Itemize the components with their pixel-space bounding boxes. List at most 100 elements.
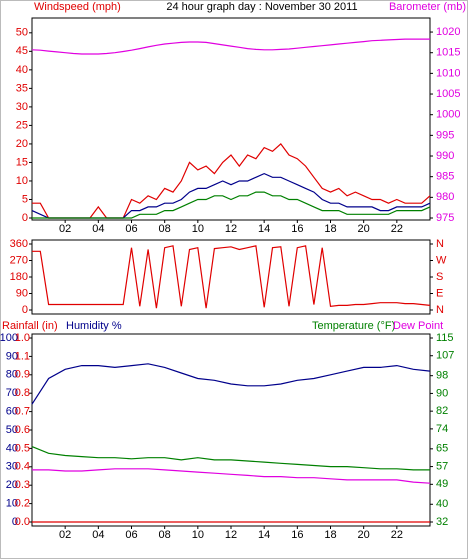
humidity-axis-title: Humidity % <box>66 320 122 332</box>
y2-tick-label: 1015 <box>436 47 460 59</box>
y-tick-label: 0 <box>12 516 18 528</box>
y2-tick-label: S <box>436 271 443 283</box>
y-tick-label: 360 <box>10 238 28 250</box>
y2-tick-label: N <box>436 304 444 316</box>
y2-tick-label: 995 <box>436 129 454 141</box>
baro-axis-title: Barometer (mb) <box>389 1 466 13</box>
x-tick-label: 02 <box>59 223 71 235</box>
y2-tick-label: 1005 <box>436 88 460 100</box>
y-tick-label: 45 <box>16 45 28 57</box>
y-tick-label: 10 <box>6 498 18 510</box>
series-line <box>32 143 431 219</box>
y-tick-label: 25 <box>16 119 28 131</box>
rain-tick-label: 0.9 <box>15 369 30 381</box>
y2-tick-label: 98 <box>436 370 448 382</box>
y2-tick-label: N <box>436 238 444 250</box>
y2-tick-label: 980 <box>436 191 454 203</box>
y2-tick-label: 74 <box>436 423 448 435</box>
y2-tick-label: 49 <box>436 478 448 490</box>
y-tick-label: 100 <box>0 332 18 344</box>
rain-tick-label: 0.6 <box>15 424 30 436</box>
y-tick-label: 50 <box>6 424 18 436</box>
y-tick-label: 40 <box>6 442 18 454</box>
rain-axis-title: Rainfall (in) <box>2 320 58 332</box>
x-tick-label: 20 <box>358 529 370 541</box>
y-tick-label: 35 <box>16 82 28 94</box>
y-tick-label: 90 <box>16 287 28 299</box>
x-tick-label: 10 <box>192 529 204 541</box>
y2-tick-label: 65 <box>436 443 448 455</box>
y-tick-label: 180 <box>10 271 28 283</box>
x-tick-label: 16 <box>291 529 303 541</box>
y-tick-label: 0 <box>22 212 28 224</box>
x-tick-label: 06 <box>125 223 137 235</box>
y-tick-label: 270 <box>10 254 28 266</box>
y2-tick-label: 107 <box>436 350 454 362</box>
x-tick-label: 14 <box>258 529 270 541</box>
rain-tick-label: 1.1 <box>15 350 30 362</box>
x-tick-label: 08 <box>159 223 171 235</box>
y-tick-label: 15 <box>16 156 28 168</box>
y-tick-label: 30 <box>6 461 18 473</box>
y2-tick-label: 1000 <box>436 109 460 121</box>
y-tick-label: 70 <box>6 387 18 399</box>
plot-area <box>31 239 431 315</box>
y2-tick-label: 40 <box>436 498 448 510</box>
x-tick-label: 14 <box>258 223 270 235</box>
y2-tick-label: W <box>436 254 447 266</box>
chart-title: 24 hour graph day : November 30 2011 <box>166 1 357 13</box>
x-tick-label: 18 <box>324 529 336 541</box>
plot-area <box>31 17 431 221</box>
rain-tick-label: 0.3 <box>15 479 30 491</box>
wind-axis-title: Windspeed (mph) <box>34 1 121 13</box>
y-tick-label: 10 <box>16 175 28 187</box>
rain-tick-label: 0.8 <box>15 387 30 399</box>
x-tick-label: 02 <box>59 529 71 541</box>
y-tick-label: 20 <box>16 138 28 150</box>
x-tick-label: 04 <box>92 223 104 235</box>
y-tick-label: 30 <box>16 101 28 113</box>
y-tick-label: 5 <box>22 193 28 205</box>
x-tick-label: 04 <box>92 529 104 541</box>
y2-tick-label: 57 <box>436 460 448 472</box>
rain-tick-label: 0.0 <box>15 516 30 528</box>
y-tick-label: 60 <box>6 406 18 418</box>
rain-tick-label: 0.5 <box>15 442 30 454</box>
series-line <box>31 363 431 405</box>
series-line <box>32 245 431 309</box>
y2-tick-label: 990 <box>436 150 454 162</box>
y2-tick-label: 82 <box>436 405 448 417</box>
y2-tick-label: E <box>436 287 443 299</box>
y2-tick-label: 32 <box>436 516 448 528</box>
x-tick-label: 12 <box>225 529 237 541</box>
series-line <box>31 446 430 471</box>
x-tick-label: 22 <box>391 223 403 235</box>
series-line <box>32 468 431 484</box>
series-line <box>31 38 430 55</box>
rain-tick-label: 0.7 <box>15 406 30 418</box>
plot-area <box>31 333 431 527</box>
rain-tick-label: 0.2 <box>15 498 30 510</box>
x-tick-label: 06 <box>125 529 137 541</box>
x-tick-label: 08 <box>159 529 171 541</box>
y2-tick-label: 1010 <box>436 67 460 79</box>
x-tick-label: 22 <box>391 529 403 541</box>
y2-tick-label: 975 <box>436 212 454 224</box>
y-tick-label: 40 <box>16 64 28 76</box>
y-tick-label: 80 <box>6 369 18 381</box>
x-tick-label: 10 <box>192 223 204 235</box>
y2-tick-label: 90 <box>436 387 448 399</box>
dewpoint-axis-title: Dew Point <box>393 320 443 332</box>
series-line <box>32 191 431 219</box>
x-tick-label: 12 <box>225 223 237 235</box>
y-tick-label: 20 <box>6 479 18 491</box>
y-tick-label: 0 <box>22 304 28 316</box>
rain-tick-label: 1.0 <box>15 332 30 344</box>
y2-tick-label: 1020 <box>436 26 460 38</box>
x-tick-label: 16 <box>291 223 303 235</box>
y-tick-label: 90 <box>6 350 18 362</box>
y2-tick-label: 115 <box>436 332 454 344</box>
x-tick-label: 18 <box>324 223 336 235</box>
x-tick-label: 20 <box>358 223 370 235</box>
